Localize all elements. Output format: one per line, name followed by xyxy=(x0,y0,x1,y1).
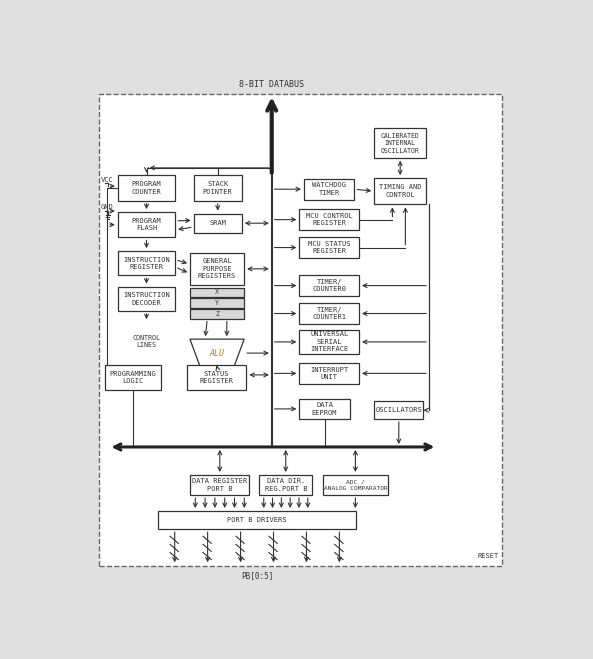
Text: PB[0:5]: PB[0:5] xyxy=(241,571,273,580)
Text: UNIVERSAL
SERIAL
INTERFACE: UNIVERSAL SERIAL INTERFACE xyxy=(310,331,348,353)
Text: ADC /
ANALOG COMPARATOR: ADC / ANALOG COMPARATOR xyxy=(324,480,387,490)
Text: 8-BIT DATABUS: 8-BIT DATABUS xyxy=(239,80,304,89)
FancyBboxPatch shape xyxy=(190,287,244,297)
FancyBboxPatch shape xyxy=(158,511,356,529)
FancyBboxPatch shape xyxy=(193,214,242,233)
FancyBboxPatch shape xyxy=(190,309,244,318)
Text: MCU CONTROL
REGISTER: MCU CONTROL REGISTER xyxy=(306,213,353,227)
FancyBboxPatch shape xyxy=(299,363,359,384)
Text: STACK
POINTER: STACK POINTER xyxy=(203,181,232,195)
Text: PORT B DRIVERS: PORT B DRIVERS xyxy=(227,517,287,523)
Text: TIMING AND
CONTROL: TIMING AND CONTROL xyxy=(379,185,422,198)
FancyBboxPatch shape xyxy=(304,179,355,200)
FancyBboxPatch shape xyxy=(118,175,176,201)
FancyBboxPatch shape xyxy=(299,237,359,258)
Text: OSCILLATORS: OSCILLATORS xyxy=(375,407,422,413)
Text: DATA
EEPROM: DATA EEPROM xyxy=(312,402,337,416)
FancyBboxPatch shape xyxy=(118,251,176,275)
FancyBboxPatch shape xyxy=(100,94,502,566)
Text: WATCHDOG
TIMER: WATCHDOG TIMER xyxy=(312,183,346,196)
Text: INSTRUCTION
REGISTER: INSTRUCTION REGISTER xyxy=(123,256,170,270)
Text: GND: GND xyxy=(100,204,113,210)
Text: DATA REGISTER
PORT B: DATA REGISTER PORT B xyxy=(192,478,247,492)
FancyBboxPatch shape xyxy=(323,475,388,495)
Text: RESET: RESET xyxy=(478,553,499,559)
FancyBboxPatch shape xyxy=(299,303,359,324)
Text: PROGRAMMING
LOGIC: PROGRAMMING LOGIC xyxy=(110,371,157,384)
Text: GENERAL
PURPOSE
REGISTERS: GENERAL PURPOSE REGISTERS xyxy=(198,258,236,279)
Text: STATUS
REGISTER: STATUS REGISTER xyxy=(200,371,234,384)
Text: VCC: VCC xyxy=(100,177,113,183)
FancyBboxPatch shape xyxy=(190,475,249,495)
Text: MCU STATUS
REGISTER: MCU STATUS REGISTER xyxy=(308,241,350,254)
Text: CALIBRATED
INTERNAL
OSCILLATOR: CALIBRATED INTERNAL OSCILLATOR xyxy=(381,132,420,154)
FancyBboxPatch shape xyxy=(299,210,359,230)
FancyBboxPatch shape xyxy=(118,287,176,311)
FancyBboxPatch shape xyxy=(106,365,161,389)
FancyBboxPatch shape xyxy=(299,399,350,419)
Text: CONTROL
LINES: CONTROL LINES xyxy=(133,335,161,349)
Text: Y: Y xyxy=(215,300,219,306)
Text: TIMER/
COUNTER0: TIMER/ COUNTER0 xyxy=(312,279,346,293)
FancyBboxPatch shape xyxy=(190,299,244,308)
FancyBboxPatch shape xyxy=(299,330,359,354)
FancyBboxPatch shape xyxy=(299,275,359,296)
FancyBboxPatch shape xyxy=(193,175,242,201)
Text: INTERRUPT
UNIT: INTERRUPT UNIT xyxy=(310,366,348,380)
Polygon shape xyxy=(190,339,244,367)
Text: PROGRAM
COUNTER: PROGRAM COUNTER xyxy=(132,181,161,195)
Text: SRAM: SRAM xyxy=(209,220,227,226)
Text: INSTRUCTION
DECODER: INSTRUCTION DECODER xyxy=(123,292,170,306)
Text: X: X xyxy=(215,289,219,295)
FancyBboxPatch shape xyxy=(190,253,244,285)
Text: TIMER/
COUNTER1: TIMER/ COUNTER1 xyxy=(312,306,346,320)
Text: Z: Z xyxy=(215,311,219,317)
FancyBboxPatch shape xyxy=(187,365,247,389)
FancyBboxPatch shape xyxy=(374,401,423,419)
FancyBboxPatch shape xyxy=(118,212,176,237)
FancyBboxPatch shape xyxy=(374,178,426,204)
Text: PROGRAM
FLASH: PROGRAM FLASH xyxy=(132,218,161,231)
FancyBboxPatch shape xyxy=(259,475,312,495)
FancyBboxPatch shape xyxy=(374,129,426,158)
Text: ALU: ALU xyxy=(209,349,225,358)
Text: DATA DIR.
REG.PORT B: DATA DIR. REG.PORT B xyxy=(264,478,307,492)
